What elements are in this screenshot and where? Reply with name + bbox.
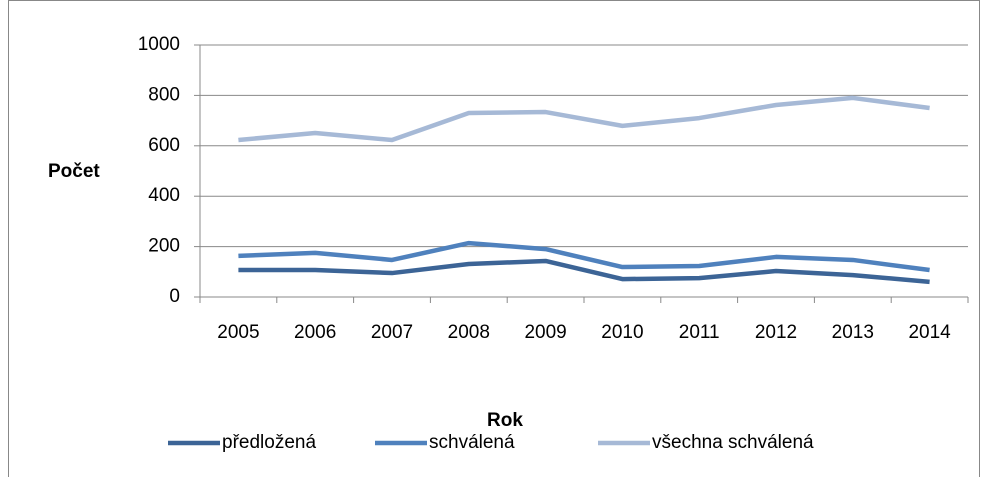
x-tick-label: 2012 bbox=[755, 322, 797, 343]
legend-label: předložená bbox=[222, 432, 316, 453]
legend-label: všechna schválená bbox=[652, 432, 814, 453]
x-tick-label: 2013 bbox=[832, 322, 874, 343]
x-tick-label: 2008 bbox=[448, 322, 490, 343]
x-tick-label: 2010 bbox=[601, 322, 643, 343]
legend-label: schválená bbox=[429, 432, 515, 453]
chart-frame bbox=[8, 0, 980, 482]
series-line bbox=[238, 258, 930, 285]
x-tick-label: 2006 bbox=[294, 322, 336, 343]
y-tick-label: 200 bbox=[148, 236, 180, 257]
y-tick-label: 1000 bbox=[138, 34, 180, 55]
y-axis-label: Počet bbox=[48, 161, 100, 182]
y-tick-label: 600 bbox=[148, 135, 180, 156]
y-tick-label: 0 bbox=[169, 286, 180, 307]
x-tick-label: 2007 bbox=[371, 322, 413, 343]
x-tick-label: 2014 bbox=[908, 322, 951, 343]
x-tick-label: 2009 bbox=[524, 322, 566, 343]
series-line bbox=[238, 95, 930, 143]
x-tick-label: 2005 bbox=[217, 322, 259, 343]
y-tick-label: 400 bbox=[148, 185, 180, 206]
y-tick-label: 800 bbox=[148, 84, 180, 105]
x-tick-label: 2011 bbox=[679, 322, 720, 343]
series-line bbox=[238, 240, 930, 273]
x-axis-label: Rok bbox=[487, 410, 523, 431]
